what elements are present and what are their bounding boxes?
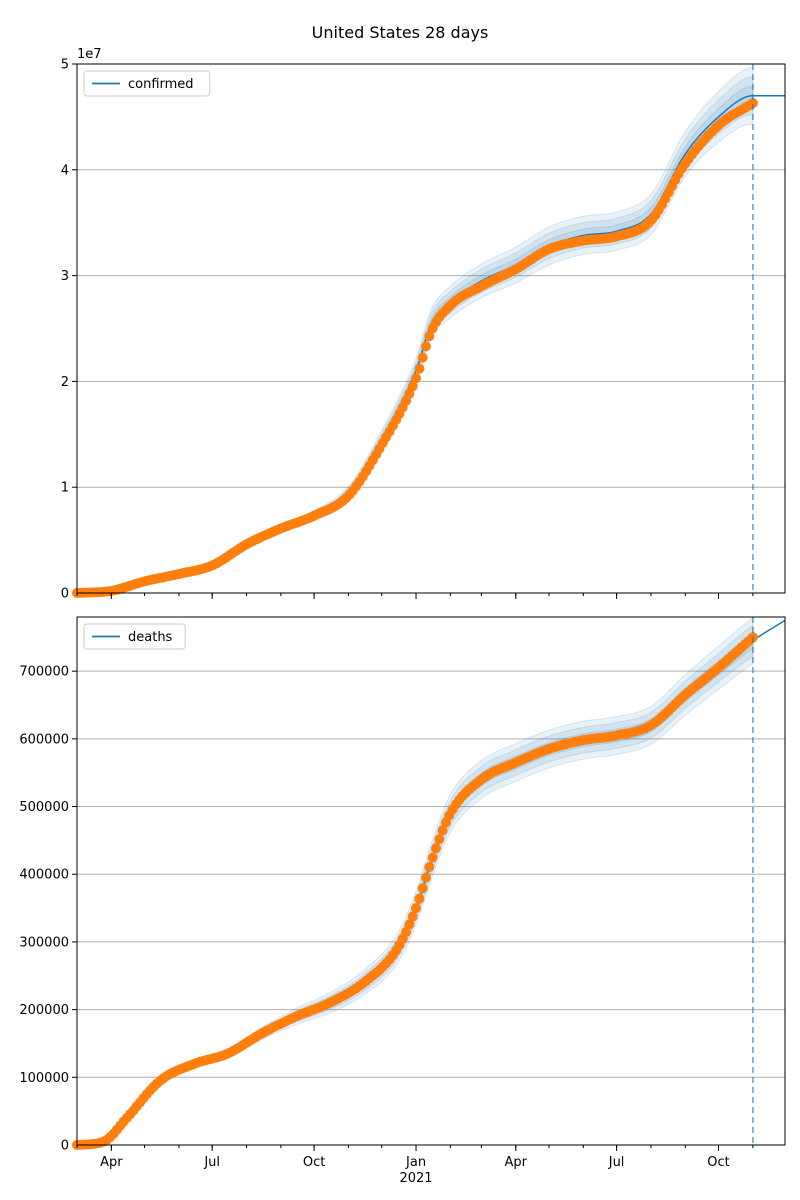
y-tick-label: 0: [61, 1139, 69, 1154]
y-offset-label: 1e7: [77, 47, 102, 62]
y-tick-label: 4: [61, 163, 69, 178]
y-tick-label: 5: [61, 58, 69, 73]
observed-point: [417, 883, 428, 894]
observed-point: [404, 919, 415, 930]
observed-point: [401, 927, 412, 937]
observed-point: [421, 872, 431, 883]
legend: deaths: [83, 623, 186, 650]
axes-frame: [76, 63, 786, 594]
observed-point: [427, 852, 438, 863]
legend-box: [83, 623, 186, 650]
uncertainty-band: [280, 66, 754, 532]
x-tick-label: Jan: [405, 1155, 426, 1170]
y-tick-label: 0: [61, 587, 69, 602]
observed-point: [747, 98, 758, 109]
y-tick-label: 500000: [19, 800, 69, 815]
observed-point: [411, 903, 421, 914]
observed-point: [407, 911, 418, 922]
figure-title: United States 28 days: [312, 23, 489, 42]
y-tick-label: 200000: [19, 1003, 69, 1018]
y-tick-label: 400000: [19, 868, 69, 883]
legend: confirmed: [83, 70, 211, 97]
observed-point: [414, 893, 425, 904]
y-tick-label: 600000: [19, 732, 69, 747]
uncertainty-band: [227, 616, 754, 1059]
legend-label: confirmed: [128, 77, 194, 92]
x-tick-label: Jul: [608, 1155, 625, 1170]
confirmed-panel: 0 1 2 3 4 5 1e7 confirmed: [61, 47, 786, 602]
x-tick-label: Apr: [100, 1155, 123, 1170]
y-tick-label: 700000: [19, 665, 69, 680]
observed-point: [404, 388, 415, 399]
y-tick-label: 3: [61, 269, 69, 284]
legend-label: deaths: [128, 630, 173, 645]
y-tick-label: 300000: [19, 935, 69, 950]
deaths-panel: 0 100000 200000 300000 400000 500000 600000 700…: [19, 616, 786, 1186]
y-tick-label: 1: [61, 481, 69, 496]
observed-point: [424, 862, 435, 873]
observed-point: [424, 331, 435, 342]
x-tick-label: Oct: [303, 1155, 325, 1170]
observed-point: [414, 363, 425, 374]
x-tick-label: Apr: [505, 1155, 528, 1170]
observed-point: [431, 843, 441, 854]
legend-box: [83, 70, 211, 97]
observed-point: [411, 373, 421, 384]
axes-frame: [76, 616, 786, 1146]
observed-point: [421, 341, 431, 352]
x-year-label: 2021: [399, 1171, 432, 1186]
y-tick-label: 2: [61, 375, 69, 390]
observed-point: [437, 825, 448, 836]
y-tick-label: 100000: [19, 1071, 69, 1086]
x-tick-label: Jul: [203, 1155, 220, 1170]
observed-point: [434, 834, 445, 845]
uncertainty-band: [280, 85, 754, 530]
uncertainty-band: [280, 76, 754, 531]
x-tick-label: Oct: [707, 1155, 729, 1170]
observed-point: [417, 352, 428, 363]
observed-point: [407, 381, 418, 392]
